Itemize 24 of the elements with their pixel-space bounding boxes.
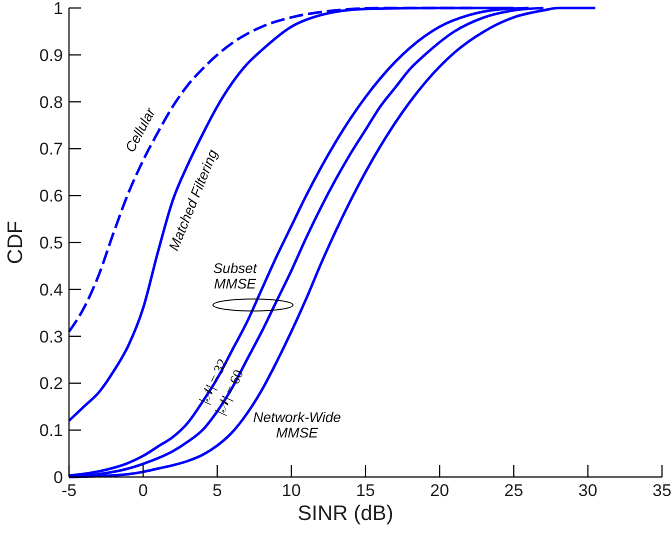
x-axis-title: SINR (dB) [298, 502, 394, 525]
y-tick-label: 0 [54, 468, 63, 487]
y-tick-label: 0.7 [39, 140, 63, 159]
y-axis-title: CDF [4, 220, 27, 264]
y-tick-label: 0.8 [39, 92, 63, 112]
y-tick-label: 0.9 [39, 46, 63, 65]
annotation: Network-Wide MMSE [253, 409, 342, 441]
y-tick-label: 0.5 [39, 233, 63, 252]
y-tick-label: 1 [54, 0, 63, 18]
y-tick-label: 0.6 [39, 186, 63, 206]
y-tick-label: 0.2 [39, 374, 63, 394]
x-tick-label: -5 [61, 481, 77, 500]
x-tick-label: 20 [430, 481, 450, 500]
x-tick-label: 5 [212, 481, 222, 500]
x-tick-label: 25 [504, 481, 524, 500]
annotation: Subset MMSE [213, 260, 258, 292]
y-tick-label: 0.1 [39, 421, 63, 440]
x-tick-label: 15 [356, 481, 375, 500]
x-tick-label: 10 [282, 481, 301, 500]
x-tick-label: 0 [138, 481, 148, 500]
x-tick-label: 35 [652, 481, 671, 500]
x-tick-label: 30 [578, 481, 598, 500]
y-tick-label: 0.3 [39, 327, 63, 346]
y-tick-label: 0.4 [39, 280, 63, 300]
